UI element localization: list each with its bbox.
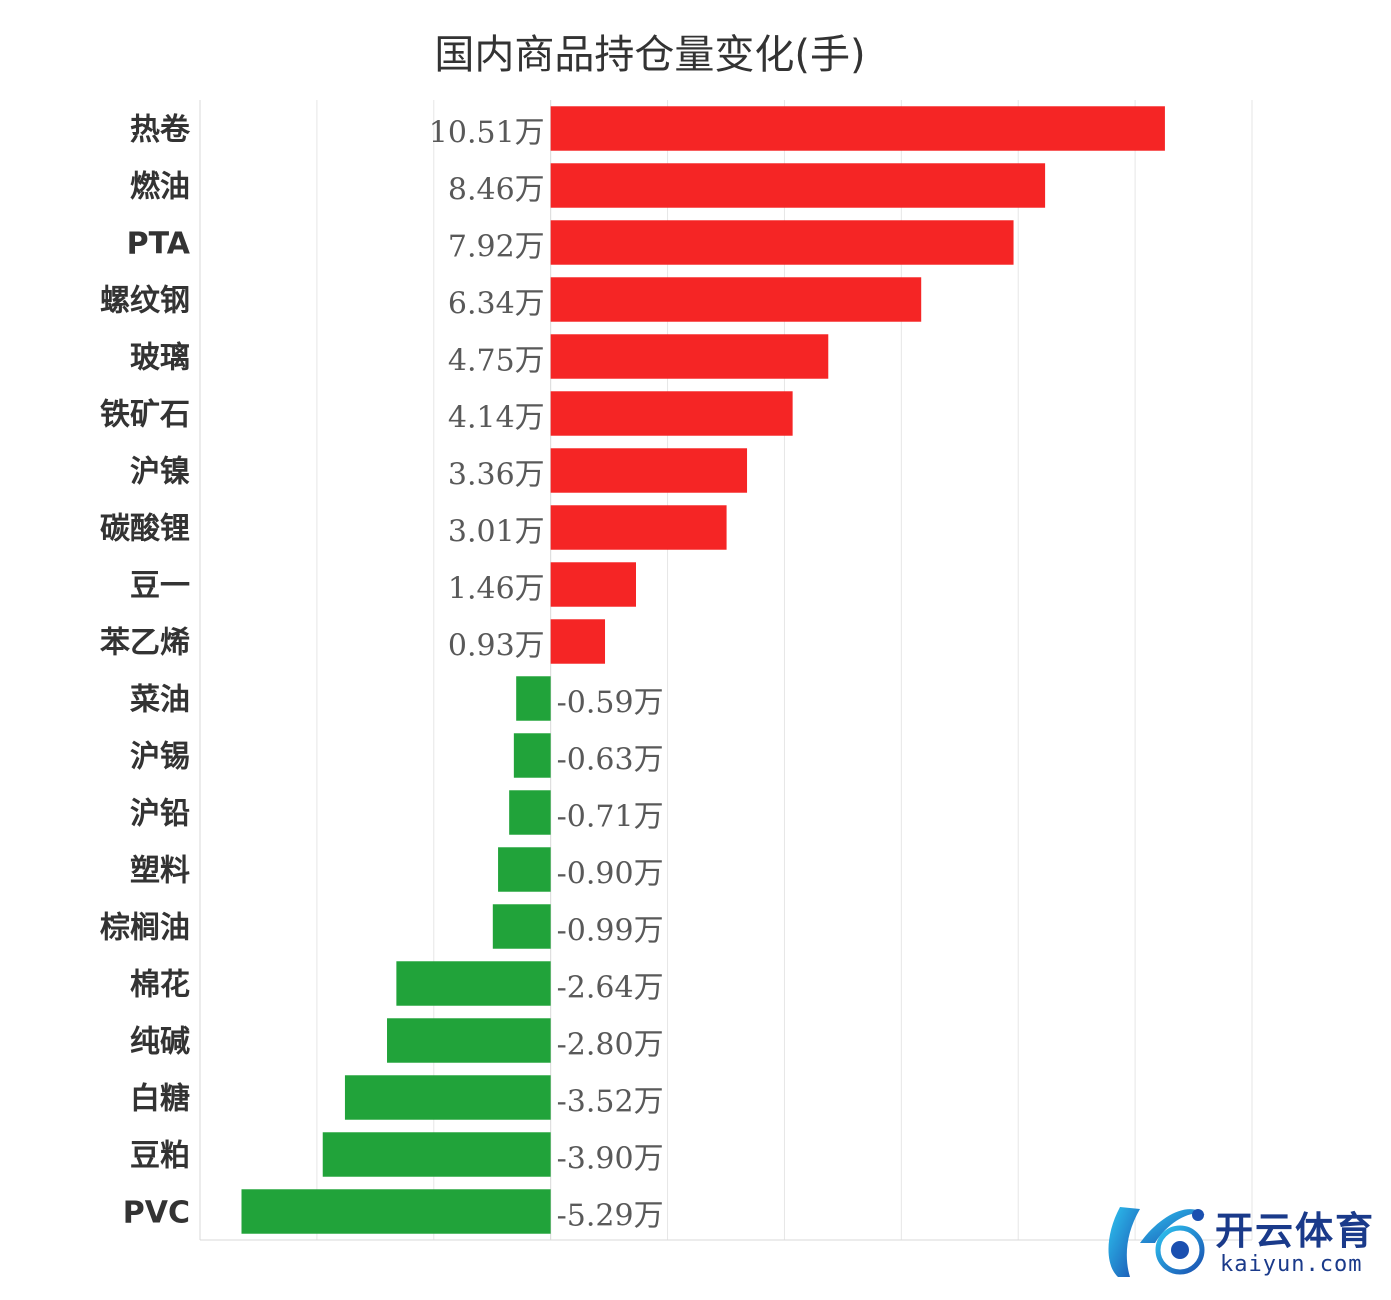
bar xyxy=(241,1189,551,1234)
data-label: 7.92万 xyxy=(448,230,545,265)
bar xyxy=(550,163,1046,208)
bar xyxy=(550,391,793,436)
category-label: 塑料 xyxy=(130,854,190,889)
category-label: 纯碱 xyxy=(130,1025,190,1060)
category-label: 豆粕 xyxy=(130,1139,190,1174)
bar xyxy=(492,904,551,949)
chart-title: 国内商品持仓量变化(手) xyxy=(434,32,866,78)
bar xyxy=(513,733,551,778)
category-label: 棉花 xyxy=(130,968,190,1003)
category-label: 棕榈油 xyxy=(100,911,190,946)
bar xyxy=(550,562,636,607)
watermark-brand: 开云体育 xyxy=(1215,1209,1376,1253)
category-label: 玻璃 xyxy=(130,341,190,376)
data-label: -0.71万 xyxy=(557,800,664,835)
bar xyxy=(550,448,748,493)
watermark-url: kaiyun.com xyxy=(1220,1252,1363,1277)
data-label: -3.52万 xyxy=(557,1085,664,1120)
data-label: 4.14万 xyxy=(448,401,545,436)
data-label: -2.64万 xyxy=(557,971,664,1006)
data-label: -3.90万 xyxy=(557,1142,664,1177)
bar xyxy=(387,1018,551,1063)
data-label: 10.51万 xyxy=(429,116,545,151)
bar xyxy=(550,505,727,550)
category-label: 苯乙烯 xyxy=(100,626,190,661)
data-label: 1.46万 xyxy=(448,572,545,607)
category-label: 热卷 xyxy=(130,113,191,148)
category-label: 碳酸锂 xyxy=(100,512,190,547)
kaiyun-logo-icon xyxy=(1108,1207,1205,1277)
bar xyxy=(322,1132,551,1177)
bar xyxy=(550,277,922,322)
bar xyxy=(550,619,606,664)
data-label: -0.59万 xyxy=(557,686,664,721)
data-label: -0.99万 xyxy=(557,914,664,949)
category-label: 沪锡 xyxy=(130,740,190,775)
category-label: 螺纹钢 xyxy=(100,284,190,319)
bar xyxy=(550,106,1165,151)
bar xyxy=(550,334,829,379)
category-label: 沪镍 xyxy=(130,455,190,490)
data-label: 8.46万 xyxy=(448,173,545,208)
bar xyxy=(516,676,551,721)
bar xyxy=(396,961,551,1006)
category-label: 豆一 xyxy=(130,569,190,604)
data-label: -0.90万 xyxy=(557,857,664,892)
data-label: 6.34万 xyxy=(448,287,545,322)
category-label: PTA xyxy=(127,227,191,262)
category-label: 燃油 xyxy=(130,170,190,205)
data-label: 4.75万 xyxy=(448,344,545,379)
data-label: -2.80万 xyxy=(557,1028,664,1063)
category-label: 沪铅 xyxy=(130,797,190,832)
category-label: PVC xyxy=(123,1196,190,1231)
bar xyxy=(498,847,551,892)
data-label: 3.01万 xyxy=(448,515,545,550)
category-label: 白糖 xyxy=(130,1082,190,1117)
bar xyxy=(509,790,551,835)
data-label: -0.63万 xyxy=(557,743,664,778)
category-label: 菜油 xyxy=(130,683,190,718)
data-label: 0.93万 xyxy=(448,629,545,664)
bar xyxy=(550,220,1014,265)
category-label: 铁矿石 xyxy=(100,398,190,433)
data-label: 3.36万 xyxy=(448,458,545,493)
bar xyxy=(344,1075,551,1120)
data-label: -5.29万 xyxy=(557,1199,664,1234)
